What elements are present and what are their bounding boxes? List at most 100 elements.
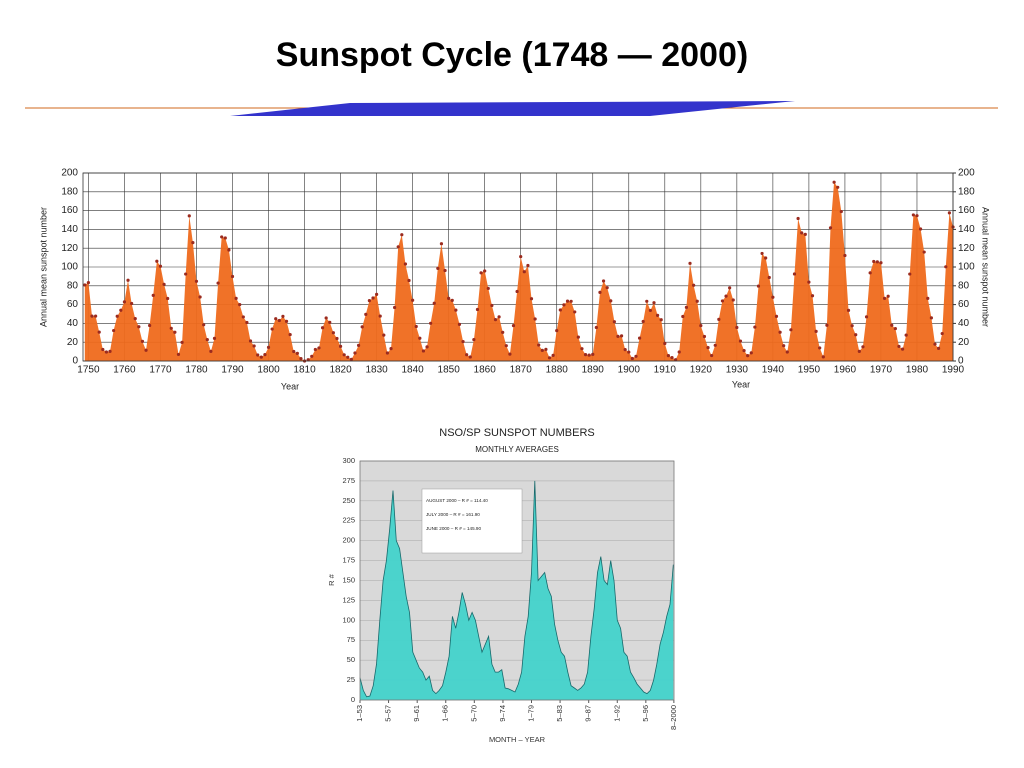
x-tick-label: 1990 bbox=[942, 365, 965, 376]
point bbox=[472, 338, 476, 342]
point bbox=[796, 216, 800, 221]
point bbox=[259, 355, 263, 359]
point bbox=[137, 325, 141, 329]
point bbox=[918, 227, 923, 231]
point bbox=[97, 330, 101, 334]
point bbox=[821, 355, 825, 359]
point bbox=[490, 303, 494, 308]
point bbox=[450, 298, 454, 302]
point bbox=[119, 308, 123, 312]
y-tick-label: 200 bbox=[342, 536, 355, 545]
point bbox=[850, 324, 854, 328]
point bbox=[447, 296, 451, 300]
point bbox=[547, 356, 552, 360]
point bbox=[501, 330, 505, 334]
point bbox=[497, 315, 501, 319]
x-tick-label: 1–92 bbox=[612, 705, 621, 722]
point bbox=[630, 356, 634, 361]
point bbox=[443, 268, 447, 273]
y-tick-label: 200 bbox=[61, 168, 78, 179]
point bbox=[306, 358, 310, 362]
point bbox=[637, 336, 642, 340]
point bbox=[465, 353, 469, 357]
point bbox=[677, 350, 681, 354]
point bbox=[176, 352, 181, 357]
point bbox=[360, 325, 364, 329]
point bbox=[270, 327, 274, 331]
point bbox=[173, 330, 177, 334]
x-tick-label: 1810 bbox=[293, 365, 316, 376]
y2-tick-label: 40 bbox=[958, 318, 970, 329]
point bbox=[184, 272, 188, 276]
point bbox=[83, 283, 87, 287]
point bbox=[511, 324, 516, 328]
point bbox=[947, 211, 951, 215]
y-tick-label: 40 bbox=[67, 318, 79, 329]
point bbox=[382, 333, 386, 337]
point bbox=[263, 353, 267, 357]
x-tick-label: 5–83 bbox=[555, 705, 564, 722]
point bbox=[623, 348, 627, 352]
point bbox=[180, 340, 184, 344]
y2-tick-label: 100 bbox=[958, 262, 975, 273]
x-tick-label: 1850 bbox=[438, 365, 461, 376]
point bbox=[832, 180, 836, 184]
y-tick-label: 275 bbox=[342, 476, 355, 485]
point bbox=[346, 355, 350, 359]
plot-frame bbox=[82, 172, 954, 362]
x-tick-label: 1890 bbox=[582, 365, 605, 376]
x-tick-label: 1770 bbox=[149, 365, 172, 376]
point bbox=[288, 332, 292, 337]
point bbox=[926, 296, 930, 300]
point bbox=[710, 353, 714, 358]
y-tick-label: 80 bbox=[67, 280, 79, 291]
y-tick-label: 100 bbox=[342, 615, 355, 624]
point bbox=[411, 298, 415, 302]
point bbox=[461, 340, 465, 344]
x-tick-label: 1970 bbox=[870, 365, 893, 376]
x-tick-label: 1980 bbox=[906, 365, 929, 376]
x-tick-label: 1910 bbox=[654, 365, 677, 376]
y-tick-label: 60 bbox=[67, 299, 79, 310]
point bbox=[540, 348, 544, 352]
x-tick-label: 1–53 bbox=[355, 705, 364, 722]
x-tick-label: 1760 bbox=[113, 365, 136, 376]
x-tick-label: 1800 bbox=[257, 365, 280, 376]
point bbox=[367, 299, 371, 303]
y-tick-label: 120 bbox=[61, 243, 78, 254]
swoosh bbox=[230, 101, 795, 116]
point bbox=[746, 354, 750, 358]
y-tick-label: 75 bbox=[347, 635, 355, 644]
point bbox=[429, 321, 433, 325]
point bbox=[457, 322, 462, 326]
plot-frame bbox=[359, 460, 675, 701]
point bbox=[879, 261, 883, 265]
point bbox=[504, 344, 508, 348]
point bbox=[144, 348, 148, 352]
y2-tick-label: 160 bbox=[958, 205, 975, 216]
point bbox=[699, 324, 703, 328]
point bbox=[295, 351, 299, 355]
point bbox=[846, 308, 851, 312]
y-tick-label: 300 bbox=[342, 456, 355, 465]
point bbox=[749, 351, 753, 355]
point bbox=[836, 185, 840, 189]
x-axis-label: Year bbox=[281, 381, 299, 391]
x-tick-label: 9–87 bbox=[584, 705, 593, 722]
y-axis-label: Annual mean sunspot number bbox=[38, 207, 48, 327]
y2-axis-label: Annual mean sunspot number bbox=[981, 207, 991, 327]
point bbox=[266, 345, 271, 349]
point bbox=[936, 346, 941, 351]
point bbox=[828, 226, 833, 230]
point bbox=[187, 214, 191, 218]
point bbox=[760, 251, 764, 256]
point bbox=[771, 295, 775, 299]
x-tick-label: 1830 bbox=[365, 365, 388, 376]
point bbox=[122, 300, 127, 304]
point bbox=[230, 274, 235, 279]
point bbox=[393, 305, 397, 310]
y-tick-label: 160 bbox=[61, 205, 78, 216]
point bbox=[929, 316, 933, 320]
point bbox=[713, 343, 717, 347]
